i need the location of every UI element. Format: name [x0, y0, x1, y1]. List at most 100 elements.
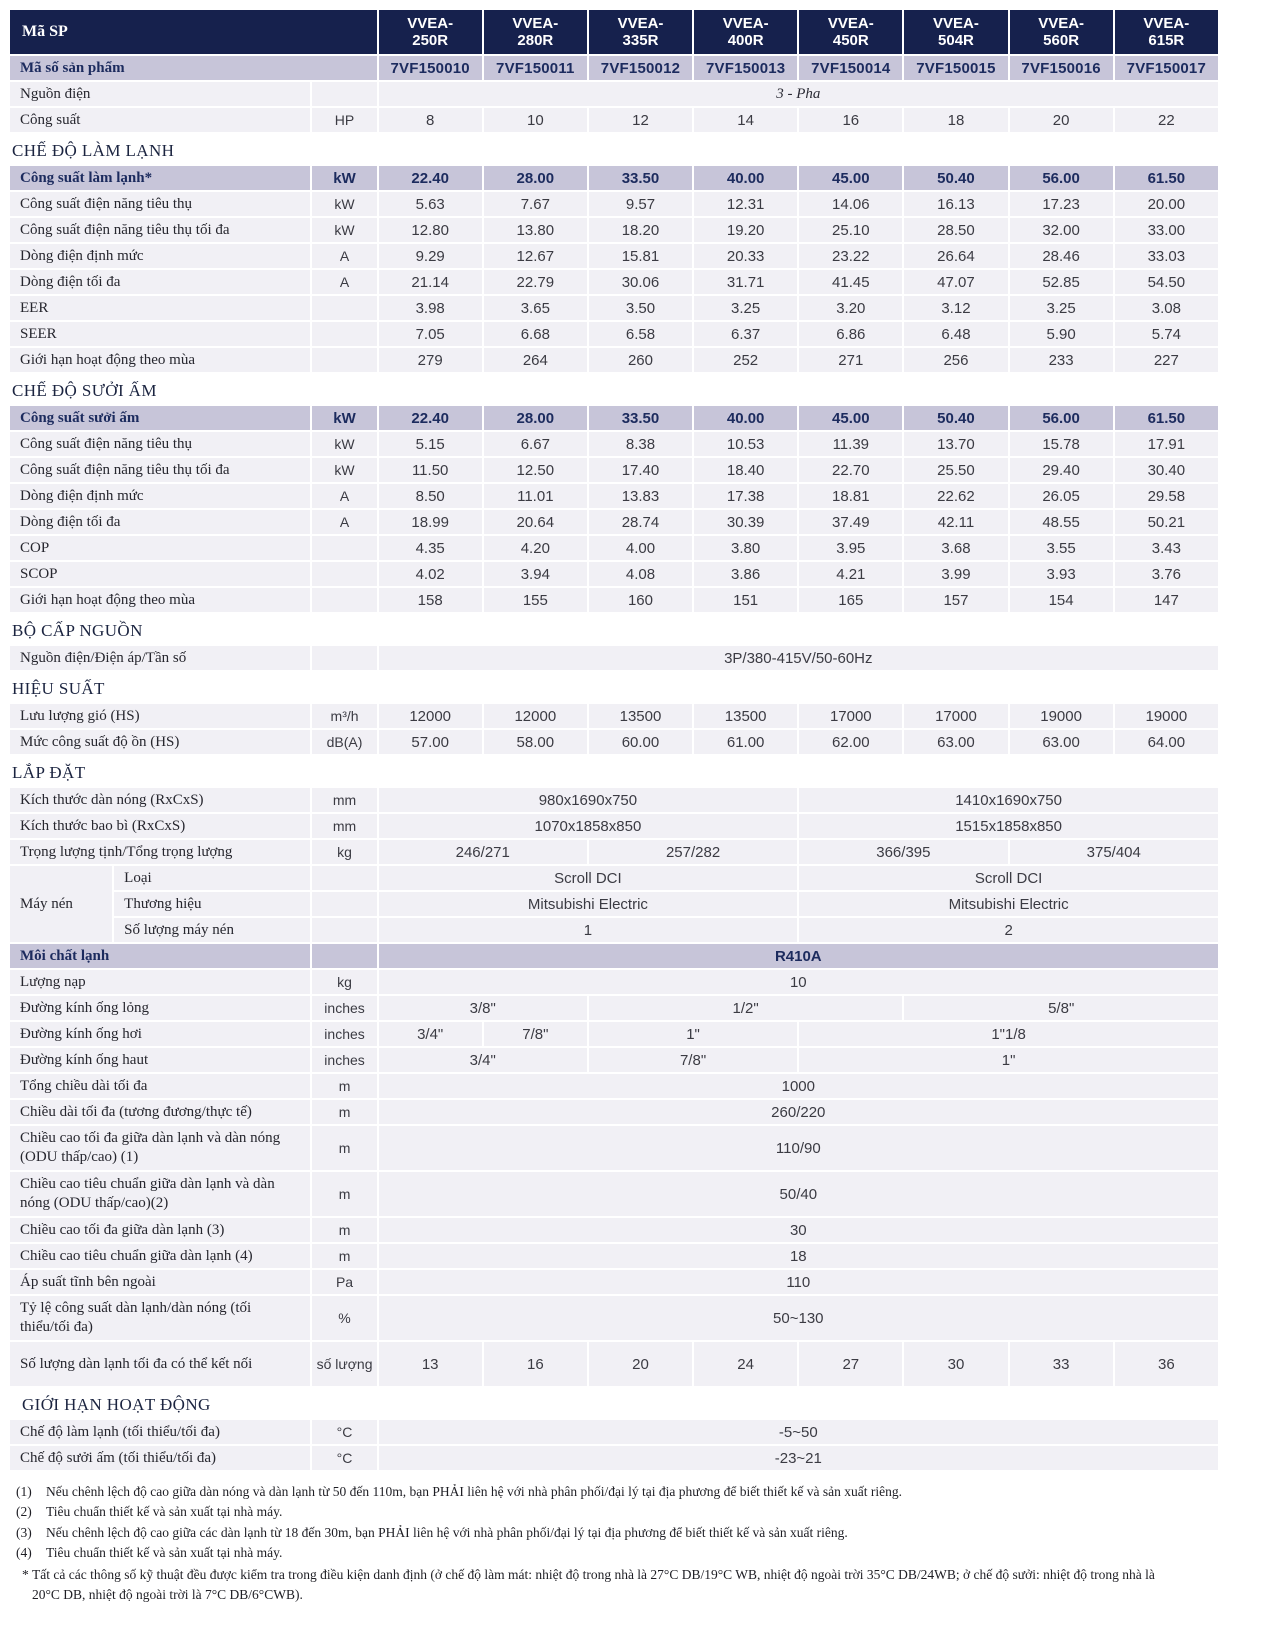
- unit-cell: số lượng: [312, 1342, 377, 1386]
- row-label: Kích thước bao bì (RxCxS): [10, 814, 311, 838]
- section-header: LẮP ĐẶT: [10, 756, 1218, 786]
- value-cell: 257/282: [588, 840, 798, 864]
- table-row: GIỚI HẠN HOẠT ĐỘNG: [10, 1388, 1218, 1418]
- row-label: Lượng nạp: [10, 970, 311, 994]
- value-cell: 980x1690x750: [378, 788, 798, 812]
- value-cell: 7VF150014: [799, 56, 903, 80]
- value-cell: 252: [694, 348, 798, 372]
- table-row: Áp suất tĩnh bên ngoài Pa 110: [10, 1270, 1218, 1294]
- row-label: COP: [10, 536, 311, 560]
- value-cell: 5.90: [1009, 322, 1113, 346]
- unit-cell: inches: [312, 1022, 377, 1046]
- value-cell: 1410x1690x750: [799, 788, 1218, 812]
- value-cell: 16: [799, 108, 903, 132]
- row-label: Trọng lượng tịnh/Tổng trọng lượng: [10, 840, 311, 864]
- table-row: Chiều cao tiêu chuẩn giữa dàn lạnh (4) m 1…: [10, 1244, 1218, 1268]
- row-label: Chế độ làm lạnh (tối thiểu/tối đa): [10, 1420, 311, 1444]
- unit-cell: kW: [312, 192, 377, 216]
- table-row: Dòng điện định mức A 8.50 11.01 13.83 17.38 18…: [10, 484, 1218, 508]
- row-sublabel: Loại: [114, 866, 311, 890]
- value-cell: 63.00: [1009, 730, 1113, 754]
- footnote-marker: (2): [16, 1504, 32, 1520]
- value-cell: 7/8": [483, 1022, 587, 1046]
- table-row: Chiều dài tối đa (tương đương/thực tế) m 2…: [10, 1100, 1218, 1124]
- unit-cell: m: [312, 1100, 377, 1124]
- table-row: Công suất điện năng tiêu thụ tối đa kW 12.…: [10, 218, 1218, 242]
- value-cell: 7/8": [588, 1048, 798, 1072]
- value-cell: 3.12: [904, 296, 1008, 320]
- table-row: Trọng lượng tịnh/Tổng trọng lượng kg 246/2…: [10, 840, 1218, 864]
- unit-cell: dB(A): [312, 730, 377, 754]
- value-cell: 3 - Pha: [378, 82, 1218, 106]
- value-cell: 33.03: [1114, 244, 1218, 268]
- row-label: Số lượng dàn lạnh tối đa có thể kết nối: [10, 1342, 311, 1386]
- value-cell: 1: [378, 918, 798, 942]
- value-cell: 31.71: [694, 270, 798, 294]
- value-cell: 6.86: [799, 322, 903, 346]
- value-cell: 1/2": [588, 996, 903, 1020]
- value-cell: 17.38: [694, 484, 798, 508]
- value-cell: -23~21: [378, 1446, 1218, 1470]
- value-cell: 13.80: [483, 218, 587, 242]
- value-cell: 22: [1114, 108, 1218, 132]
- value-cell: 7VF150010: [378, 56, 482, 80]
- value-cell: 5/8": [904, 996, 1218, 1020]
- value-cell: 18.81: [799, 484, 903, 508]
- value-cell: 16.13: [904, 192, 1008, 216]
- row-label: SEER: [10, 322, 311, 346]
- unit-cell: inches: [312, 1048, 377, 1072]
- row-label: Công suất điện năng tiêu thụ tối đa: [10, 218, 311, 242]
- value-cell: 5.74: [1114, 322, 1218, 346]
- value-cell: 7.67: [483, 192, 587, 216]
- footnotes: (1) Nếu chênh lệch độ cao giữa dàn nóng v…: [8, 1482, 1188, 1620]
- value-cell: 3.98: [378, 296, 482, 320]
- unit-cell: mm: [312, 814, 377, 838]
- value-cell: 279: [378, 348, 482, 372]
- value-cell: 260: [588, 348, 693, 372]
- unit-cell: [312, 536, 377, 560]
- value-cell: 4.00: [588, 536, 693, 560]
- value-cell: 17.91: [1114, 432, 1218, 456]
- value-cell: 264: [483, 348, 587, 372]
- value-cell: Scroll DCI: [378, 866, 798, 890]
- table-head: Mã SP VVEA- 250R VVEA- 280R VVEA- 335R VVEA- 400…: [10, 10, 1218, 54]
- unit-cell: [312, 322, 377, 346]
- table-row: Công suất HP 8 10 12 14 16 18 20 22: [10, 108, 1218, 132]
- row-label: Mức công suất độ ồn (HS): [10, 730, 311, 754]
- row-label: Công suất sưởi ấm: [10, 406, 311, 430]
- row-label: Áp suất tĩnh bên ngoài: [10, 1270, 311, 1294]
- value-cell: 18.40: [694, 458, 798, 482]
- footnote-text: Tất cả các thông số kỹ thuật đều được ki…: [32, 1567, 1155, 1603]
- value-cell: 30.40: [1114, 458, 1218, 482]
- value-cell: 22.62: [904, 484, 1008, 508]
- value-cell: 18.20: [588, 218, 693, 242]
- value-cell: 60.00: [588, 730, 693, 754]
- value-cell: 22.70: [799, 458, 903, 482]
- value-cell: 13500: [588, 704, 693, 728]
- unit-cell: [312, 944, 377, 968]
- value-cell: R410A: [378, 944, 1218, 968]
- value-cell: 4.02: [378, 562, 482, 586]
- value-cell: 56.00: [1009, 406, 1113, 430]
- section-header: BỘ CẤP NGUỒN: [10, 614, 1218, 644]
- value-cell: 61.50: [1114, 406, 1218, 430]
- value-cell: 3.68: [904, 536, 1008, 560]
- model-prefix: VVEA-: [827, 14, 874, 32]
- row-label: Dòng điện tối đa: [10, 270, 311, 294]
- product-code-header: Mã SP: [10, 10, 377, 54]
- value-cell: 13.83: [588, 484, 693, 508]
- column-header-model-250r: VVEA- 250R: [378, 10, 482, 54]
- value-cell: 26.05: [1009, 484, 1113, 508]
- value-cell: 22.40: [378, 166, 482, 190]
- unit-cell: [312, 562, 377, 586]
- unit-cell: A: [312, 484, 377, 508]
- table-row: Chế độ sưởi ấm (tối thiểu/tối đa) °C -23~2…: [10, 1446, 1218, 1470]
- value-cell: 3.99: [904, 562, 1008, 586]
- model-prefix: VVEA-: [1143, 14, 1190, 32]
- value-cell: 227: [1114, 348, 1218, 372]
- row-label: Kích thước dàn nóng (RxCxS): [10, 788, 311, 812]
- value-cell: 246/271: [378, 840, 587, 864]
- footnote-marker: (1): [16, 1484, 32, 1499]
- value-cell: 10: [378, 970, 1218, 994]
- value-cell: 20: [588, 1342, 693, 1386]
